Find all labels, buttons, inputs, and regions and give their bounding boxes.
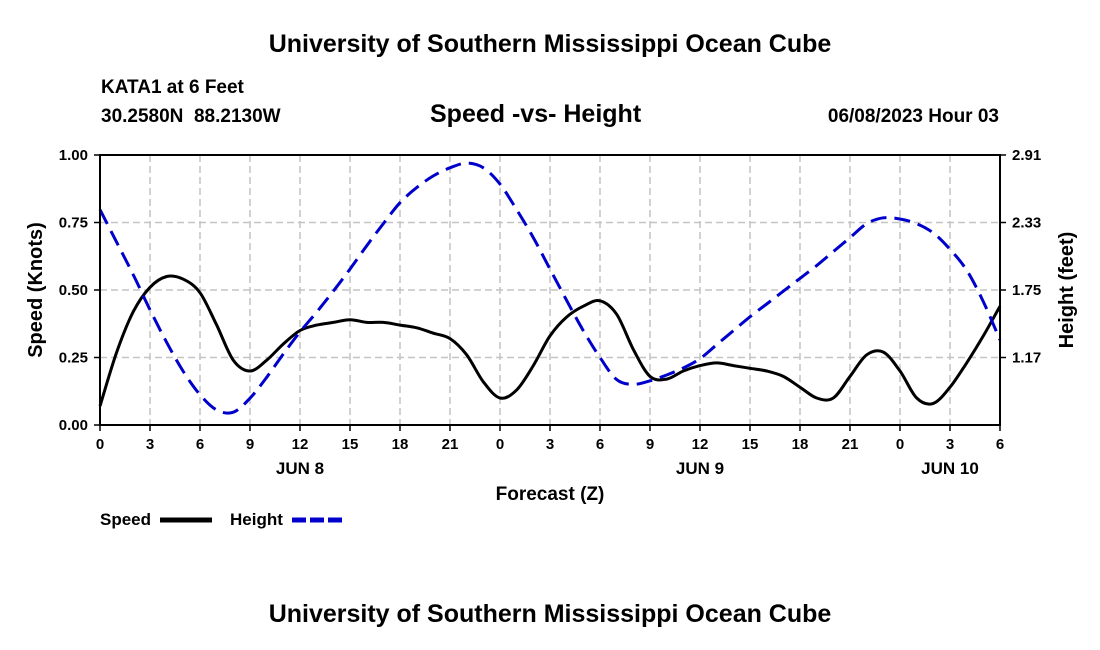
x-tick-label: 21 <box>842 436 859 453</box>
y-tick-label: 0.25 <box>59 350 88 367</box>
y2-tick-label: 1.17 <box>1012 350 1041 367</box>
x-tick-label: 0 <box>96 436 104 453</box>
date-label: JUN 9 <box>676 459 724 478</box>
y-tick-label: 0.75 <box>59 215 88 232</box>
y-tick-label: 1.00 <box>59 147 88 164</box>
x-tick-label: 6 <box>196 436 204 453</box>
x-tick-label: 9 <box>246 436 254 453</box>
date-label: JUN 10 <box>921 459 979 478</box>
header-title: University of Southern Mississippi Ocean… <box>268 30 832 58</box>
x-tick-label: 0 <box>896 436 904 453</box>
chart-title: Speed -vs- Height <box>430 100 642 128</box>
x-tick-label: 0 <box>496 436 504 453</box>
height-series-line <box>98 161 1002 415</box>
x-tick-label: 15 <box>342 436 359 453</box>
y-axis-label: Speed (Knots) <box>25 222 47 358</box>
x-tick-label: 18 <box>792 436 809 453</box>
x-tick-label: 12 <box>692 436 709 453</box>
legend: Speed Height <box>100 510 344 529</box>
x-tick-label: 18 <box>392 436 409 453</box>
speed-height-chart: 0 3 6 9 12 15 18 21 0 3 6 9 12 15 18 21 0 3 6 JUN 8 JUN 9 JUN… <box>25 147 1078 529</box>
axes: 0 3 6 9 12 15 18 21 0 3 6 9 12 15 18 21 0 3 6 JUN 8 JUN 9 JUN… <box>59 147 1041 478</box>
x-tick-label: 9 <box>646 436 654 453</box>
x-tick-label: 6 <box>996 436 1004 453</box>
x-tick-label: 15 <box>742 436 759 453</box>
x-tick-label: 3 <box>946 436 954 453</box>
coordinates-label: 30.2580N 88.2130W <box>101 106 281 127</box>
grid-lines <box>100 154 1000 425</box>
y2-axis-label: Height (feet) <box>1056 232 1078 349</box>
date-label: JUN 8 <box>276 459 324 478</box>
x-tick-label: 12 <box>292 436 309 453</box>
y2-tick-label: 2.91 <box>1012 147 1041 164</box>
y-tick-label: 0.00 <box>59 417 88 434</box>
datetime-label: 06/08/2023 Hour 03 <box>827 106 999 127</box>
x-tick-label: 21 <box>442 436 459 453</box>
x-tick-label: 3 <box>146 436 154 453</box>
legend-label-speed: Speed <box>100 510 151 529</box>
footer-title: University of Southern Mississippi Ocean… <box>268 600 832 628</box>
legend-label-height: Height <box>230 510 283 529</box>
station-label: KATA1 at 6 Feet <box>101 77 244 98</box>
x-tick-label: 3 <box>546 436 554 453</box>
x-axis-label: Forecast (Z) <box>496 484 605 505</box>
y-tick-label: 0.50 <box>59 282 88 299</box>
y2-tick-label: 1.75 <box>1012 282 1041 299</box>
x-tick-label: 6 <box>596 436 604 453</box>
series-layer <box>98 161 1002 415</box>
y2-tick-label: 2.33 <box>1012 215 1041 232</box>
speed-series-line <box>98 274 1002 407</box>
